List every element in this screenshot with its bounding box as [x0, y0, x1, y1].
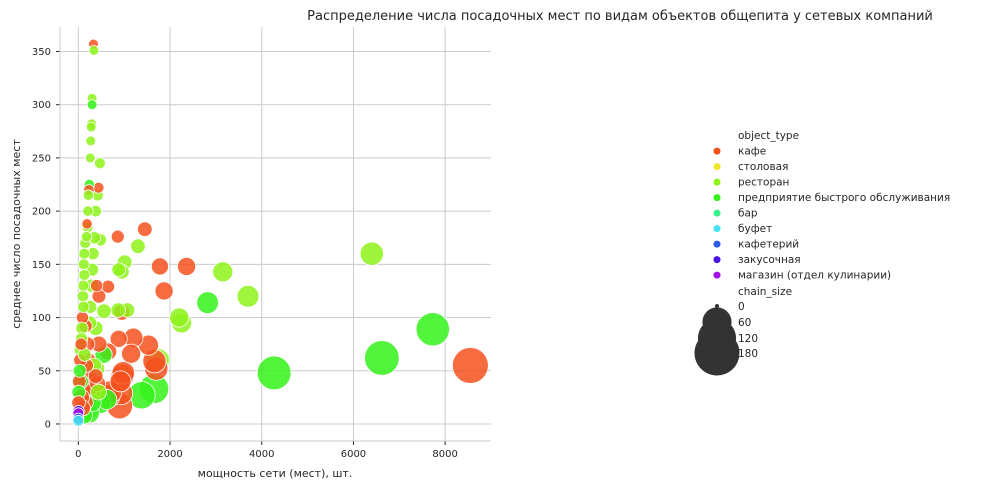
scatter-point [110, 302, 126, 318]
legend-swatch [713, 225, 721, 233]
scatter-point [364, 340, 400, 376]
scatter-point [150, 257, 169, 276]
scatter-point [93, 157, 106, 170]
legend-size-label: 60 [738, 317, 751, 329]
y-tick-label: 150 [32, 260, 51, 271]
legend-size-label: 180 [738, 348, 758, 360]
scatter-point [90, 383, 107, 401]
scatter-point [451, 347, 489, 384]
scatter-point [78, 269, 91, 281]
x-tick-label: 4000 [249, 449, 274, 460]
scatter-point [130, 238, 146, 254]
x-tick-label: 0 [75, 449, 81, 460]
y-tick-label: 350 [32, 47, 51, 58]
legend-entry-label: кафетерий [738, 239, 799, 251]
scatter-point [77, 300, 90, 314]
x-tick-label: 8000 [432, 449, 457, 460]
y-tick-label: 200 [32, 207, 51, 218]
scatter-point [80, 231, 93, 243]
scatter-point [110, 229, 125, 244]
scatter-point [82, 205, 94, 217]
scatter-point [169, 307, 190, 328]
legend-entry-label: столовая [738, 161, 788, 173]
scatter-point [72, 363, 87, 378]
scatter-point [76, 290, 90, 303]
scatter-point [82, 189, 95, 201]
scatter-point [154, 281, 174, 301]
scatter-point [212, 261, 234, 283]
scatter-point [101, 279, 116, 294]
chart-title: Распределение числа посадочных мест по в… [307, 9, 933, 24]
scatter-point [74, 337, 88, 351]
legend-swatch [713, 194, 721, 202]
legend-entry-label: магазин (отдел кулинарии) [738, 270, 891, 282]
scatter-point [81, 218, 93, 230]
axes [56, 27, 491, 445]
y-tick-label: 250 [32, 153, 51, 164]
scatter-point [196, 291, 219, 314]
y-tick-label: 300 [32, 100, 51, 111]
scatter-point [84, 152, 96, 164]
legend-swatch [713, 209, 721, 217]
scatter-point [77, 258, 90, 271]
scatter-point [78, 247, 91, 260]
scatter-point [111, 262, 126, 277]
legend-swatch [713, 240, 721, 248]
legend-size-marker [715, 304, 719, 308]
y-tick-label: 50 [38, 366, 51, 377]
scatter-point [109, 370, 132, 393]
scatter-point [137, 221, 153, 237]
scatter-point [236, 284, 260, 308]
scatter-point [96, 303, 112, 319]
y-tick-label: 100 [32, 313, 51, 324]
x-tick-label: 6000 [341, 449, 366, 460]
legend-entry-label: буфет [738, 223, 772, 235]
legend-swatch [713, 271, 721, 279]
legend-entry-label: бар [738, 208, 758, 220]
scatter-point [77, 279, 90, 292]
tick-labels: 0 2000 4000 6000 8000 0 50 100 150 200 250 300 350 [32, 47, 458, 460]
scatter-point [177, 256, 197, 276]
scatter-point [359, 241, 384, 266]
grid-lines [60, 27, 491, 441]
scatter-point [85, 121, 97, 133]
legend-size-marker [694, 330, 740, 376]
y-axis-label: среднее число посадочных мест [10, 139, 23, 329]
legend-swatch [713, 147, 721, 155]
scatter-point [88, 45, 100, 56]
data-points [71, 38, 489, 427]
scatter-point [88, 368, 104, 384]
scatter-point [256, 355, 292, 391]
scatter-point [109, 329, 128, 348]
legend-entry-label: закусочная [738, 254, 801, 266]
legend-entry-label: ресторан [738, 177, 789, 189]
scatter-point [72, 414, 85, 427]
legend-size-label: 0 [738, 301, 745, 313]
legend-size-title: chain_size [738, 286, 792, 298]
x-axis-label: мощность сети (мест), шт. [198, 467, 353, 480]
scatter-point [85, 135, 97, 147]
legend-size-label: 120 [738, 333, 758, 345]
legend-entry-label: кафе [738, 146, 766, 158]
legend: object_type кафе столовая ресторан предприят… [694, 130, 950, 376]
x-tick-label: 2000 [157, 449, 182, 460]
legend-swatch [713, 256, 721, 264]
y-tick-label: 0 [45, 419, 51, 430]
legend-swatch [713, 163, 721, 171]
legend-entry-label: предприятие быстрого обслуживания [738, 192, 950, 204]
scatter-point [86, 99, 98, 111]
legend-swatch [713, 178, 721, 186]
scatter-point [415, 312, 450, 347]
scatter-point [90, 279, 104, 293]
scatter-point [121, 343, 142, 364]
legend-hue-title: object_type [738, 130, 799, 142]
